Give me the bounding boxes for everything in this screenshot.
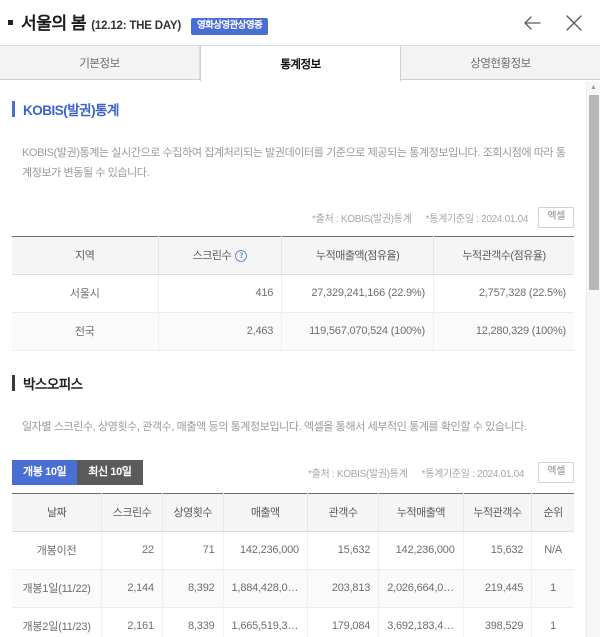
boxoffice-cell-cumulative-sales: 142,236,000 (378, 531, 464, 571)
kobis-cell-region: 서울시 (12, 274, 159, 313)
table-row: 개봉1일(11/22) 2,144 8,392 1,884,428,072 20… (12, 569, 574, 609)
page-header: 서울의 봄 (12.12: THE DAY) 영화상영관상영중 (0, 0, 600, 45)
kobis-basis-date-text: *통계기준일 : 2024.01.04 (425, 213, 529, 225)
table-row: 서울시 416 27,329,241,166 (22.9%) 2,757,328… (12, 274, 574, 313)
vertical-scrollbar[interactable]: ▲ (586, 81, 600, 637)
boxoffice-cell-audience: 179,084 (307, 607, 380, 637)
boxoffice-th-cumulative-sales: 누적매출액 (378, 493, 464, 533)
kobis-table-body: 서울시 416 27,329,241,166 (22.9%) 2,757,328… (12, 274, 574, 351)
toggle-release-10-days[interactable]: 개봉 10일 (12, 460, 78, 486)
boxoffice-description: 일자별 스크린수, 상영횟수, 관객수, 매출액 등의 통계정보입니다. 엑셀을… (22, 420, 527, 433)
boxoffice-th-rank: 순위 (531, 493, 574, 533)
boxoffice-cell-showings: 8,392 (162, 569, 224, 609)
kobis-cell-screens: 2,463 (158, 312, 283, 351)
boxoffice-table: 날짜 스크린수 상영횟수 매출액 관객수 누적매출액 누적관객수 순위 개봉이전… (12, 493, 574, 637)
boxoffice-th-cumulative-audience: 누적관객수 (463, 493, 533, 533)
section-accent-bar (12, 101, 15, 117)
kobis-heading-text: KOBIS(발권)통계 (23, 103, 119, 118)
boxoffice-th-audience: 관객수 (307, 493, 380, 533)
boxoffice-excel-download-button[interactable]: 엑셀 (538, 462, 574, 484)
kobis-th-screens: 스크린수? (158, 235, 283, 275)
kobis-description: KOBIS(발권)통계는 실시간으로 수집하여 집계처리되는 발권데이터를 기준… (22, 147, 566, 180)
content-inner: KOBIS(발권)통계 KOBIS(발권)통계는 실시간으로 수집하여 집계처리… (0, 81, 586, 637)
boxoffice-cell-rank: N/A (531, 531, 574, 571)
boxoffice-cell-showings: 8,339 (162, 607, 224, 637)
boxoffice-basis-date-text: *통계기준일 : 2024.01.04 (421, 469, 525, 481)
boxoffice-cell-date: 개봉이전 (12, 531, 103, 571)
kobis-meta-texts: *출처 : KOBIS(발권)통계 *통계기준일 : 2024.01.04 (312, 210, 528, 225)
boxoffice-cell-rank: 1 (531, 607, 574, 637)
section-accent-bar (12, 374, 15, 391)
close-icon[interactable] (562, 11, 586, 35)
boxoffice-cell-rank: 1 (531, 569, 574, 609)
movie-title-block: 서울의 봄 (12.12: THE DAY) 영화상영관상영중 (8, 9, 510, 36)
boxoffice-th-date: 날짜 (12, 493, 103, 533)
boxoffice-cell-sales: 142,236,000 (223, 531, 308, 571)
content-scroll-area: KOBIS(발권)통계 KOBIS(발권)통계는 실시간으로 수집하여 집계처리… (0, 81, 586, 637)
boxoffice-cell-cumulative-audience: 15,632 (463, 531, 533, 571)
boxoffice-cell-audience: 203,813 (307, 569, 380, 609)
kobis-cell-cumulative-sales: 119,567,070,524 (100%) (281, 312, 434, 351)
kobis-th-region: 지역 (12, 235, 159, 275)
boxoffice-cell-screens: 2,161 (101, 607, 163, 637)
tab-basic-info[interactable]: 기본정보 (0, 46, 200, 79)
kobis-th-cumulative-audience: 누적관객수(점유율) (433, 235, 574, 275)
boxoffice-cell-showings: 71 (162, 531, 224, 571)
back-arrow-icon[interactable] (520, 11, 544, 35)
kobis-cell-cumulative-audience: 2,757,328 (22.5%) (433, 274, 574, 313)
movie-title-korean: 서울의 봄 (21, 14, 87, 34)
boxoffice-cell-sales: 1,884,428,072 (223, 569, 308, 609)
table-row: 전국 2,463 119,567,070,524 (100%) 12,280,3… (12, 312, 574, 351)
boxoffice-table-body: 개봉이전 22 71 142,236,000 15,632 142,236,00… (12, 531, 574, 637)
boxoffice-meta-row: 개봉 10일 최신 10일 *출처 : KOBIS(발권)통계 *통계기준일 :… (12, 448, 574, 493)
boxoffice-cell-cumulative-sales: 2,026,664,072 (378, 569, 464, 609)
tab-screening-status-info[interactable]: 상영현황정보 (401, 46, 600, 79)
kobis-source-text: *출처 : KOBIS(발권)통계 (312, 213, 412, 225)
kobis-th-screens-label: 스크린수 (192, 249, 232, 262)
kobis-cell-region: 전국 (12, 312, 159, 351)
table-row: 개봉2일(11/23) 2,161 8,339 1,665,519,348 17… (12, 607, 574, 637)
scroll-up-arrow-icon[interactable]: ▲ (590, 84, 597, 91)
boxoffice-cell-cumulative-audience: 398,529 (463, 607, 533, 637)
boxoffice-source-text: *출처 : KOBIS(발권)통계 (308, 469, 408, 481)
help-icon[interactable]: ? (235, 249, 248, 262)
boxoffice-cell-screens: 22 (101, 531, 163, 571)
boxoffice-table-header-row: 날짜 스크린수 상영횟수 매출액 관객수 누적매출액 누적관객수 순위 (12, 493, 574, 533)
kobis-excel-download-button[interactable]: 엑셀 (538, 206, 574, 228)
boxoffice-cell-date: 개봉1일(11/22) (12, 569, 103, 609)
boxoffice-cell-sales: 1,665,519,348 (223, 607, 308, 637)
boxoffice-section-heading: 박스오피스 (12, 351, 574, 393)
boxoffice-cell-screens: 2,144 (101, 569, 163, 609)
boxoffice-cell-cumulative-audience: 219,445 (463, 569, 533, 609)
boxoffice-th-sales: 매출액 (223, 493, 308, 533)
kobis-cell-screens: 416 (158, 274, 283, 313)
boxoffice-period-toggle-group: 개봉 10일 최신 10일 (12, 460, 143, 486)
boxoffice-th-showings: 상영횟수 (162, 493, 224, 533)
scrollbar-thumb[interactable] (589, 95, 599, 290)
boxoffice-th-screens: 스크린수 (101, 493, 163, 533)
boxoffice-heading-text: 박스오피스 (23, 376, 83, 392)
toggle-latest-10-days[interactable]: 최신 10일 (77, 460, 143, 486)
kobis-cell-cumulative-audience: 12,280,329 (100%) (433, 312, 574, 351)
bullet-marker (8, 20, 13, 26)
tab-bar: 기본정보 통계정보 상영현황정보 (0, 45, 600, 82)
boxoffice-cell-audience: 15,632 (307, 531, 380, 571)
tab-statistics-info[interactable]: 통계정보 (200, 46, 401, 82)
kobis-table-header-row: 지역 스크린수? 누적매출액(점유율) 누적관객수(점유율) (12, 235, 574, 275)
boxoffice-cell-cumulative-sales: 3,692,183,420 (378, 607, 464, 637)
boxoffice-meta-texts: *출처 : KOBIS(발권)통계 *통계기준일 : 2024.01.04 엑셀 (308, 462, 574, 484)
header-actions (510, 11, 586, 35)
movie-title-english: (12.12: THE DAY) (91, 20, 181, 33)
kobis-th-cumulative-sales: 누적매출액(점유율) (281, 235, 434, 275)
kobis-section-heading: KOBIS(발권)통계 (12, 81, 574, 119)
kobis-region-table: 지역 스크린수? 누적매출액(점유율) 누적관객수(점유율) 서울시 416 2… (12, 235, 574, 351)
boxoffice-cell-date: 개봉2일(11/23) (12, 607, 103, 637)
status-badge-now-showing: 영화상영관상영중 (190, 18, 269, 35)
kobis-meta-row: *출처 : KOBIS(발권)통계 *통계기준일 : 2024.01.04 엑셀 (12, 195, 574, 236)
table-row: 개봉이전 22 71 142,236,000 15,632 142,236,00… (12, 531, 574, 571)
kobis-cell-cumulative-sales: 27,329,241,166 (22.9%) (281, 274, 434, 313)
